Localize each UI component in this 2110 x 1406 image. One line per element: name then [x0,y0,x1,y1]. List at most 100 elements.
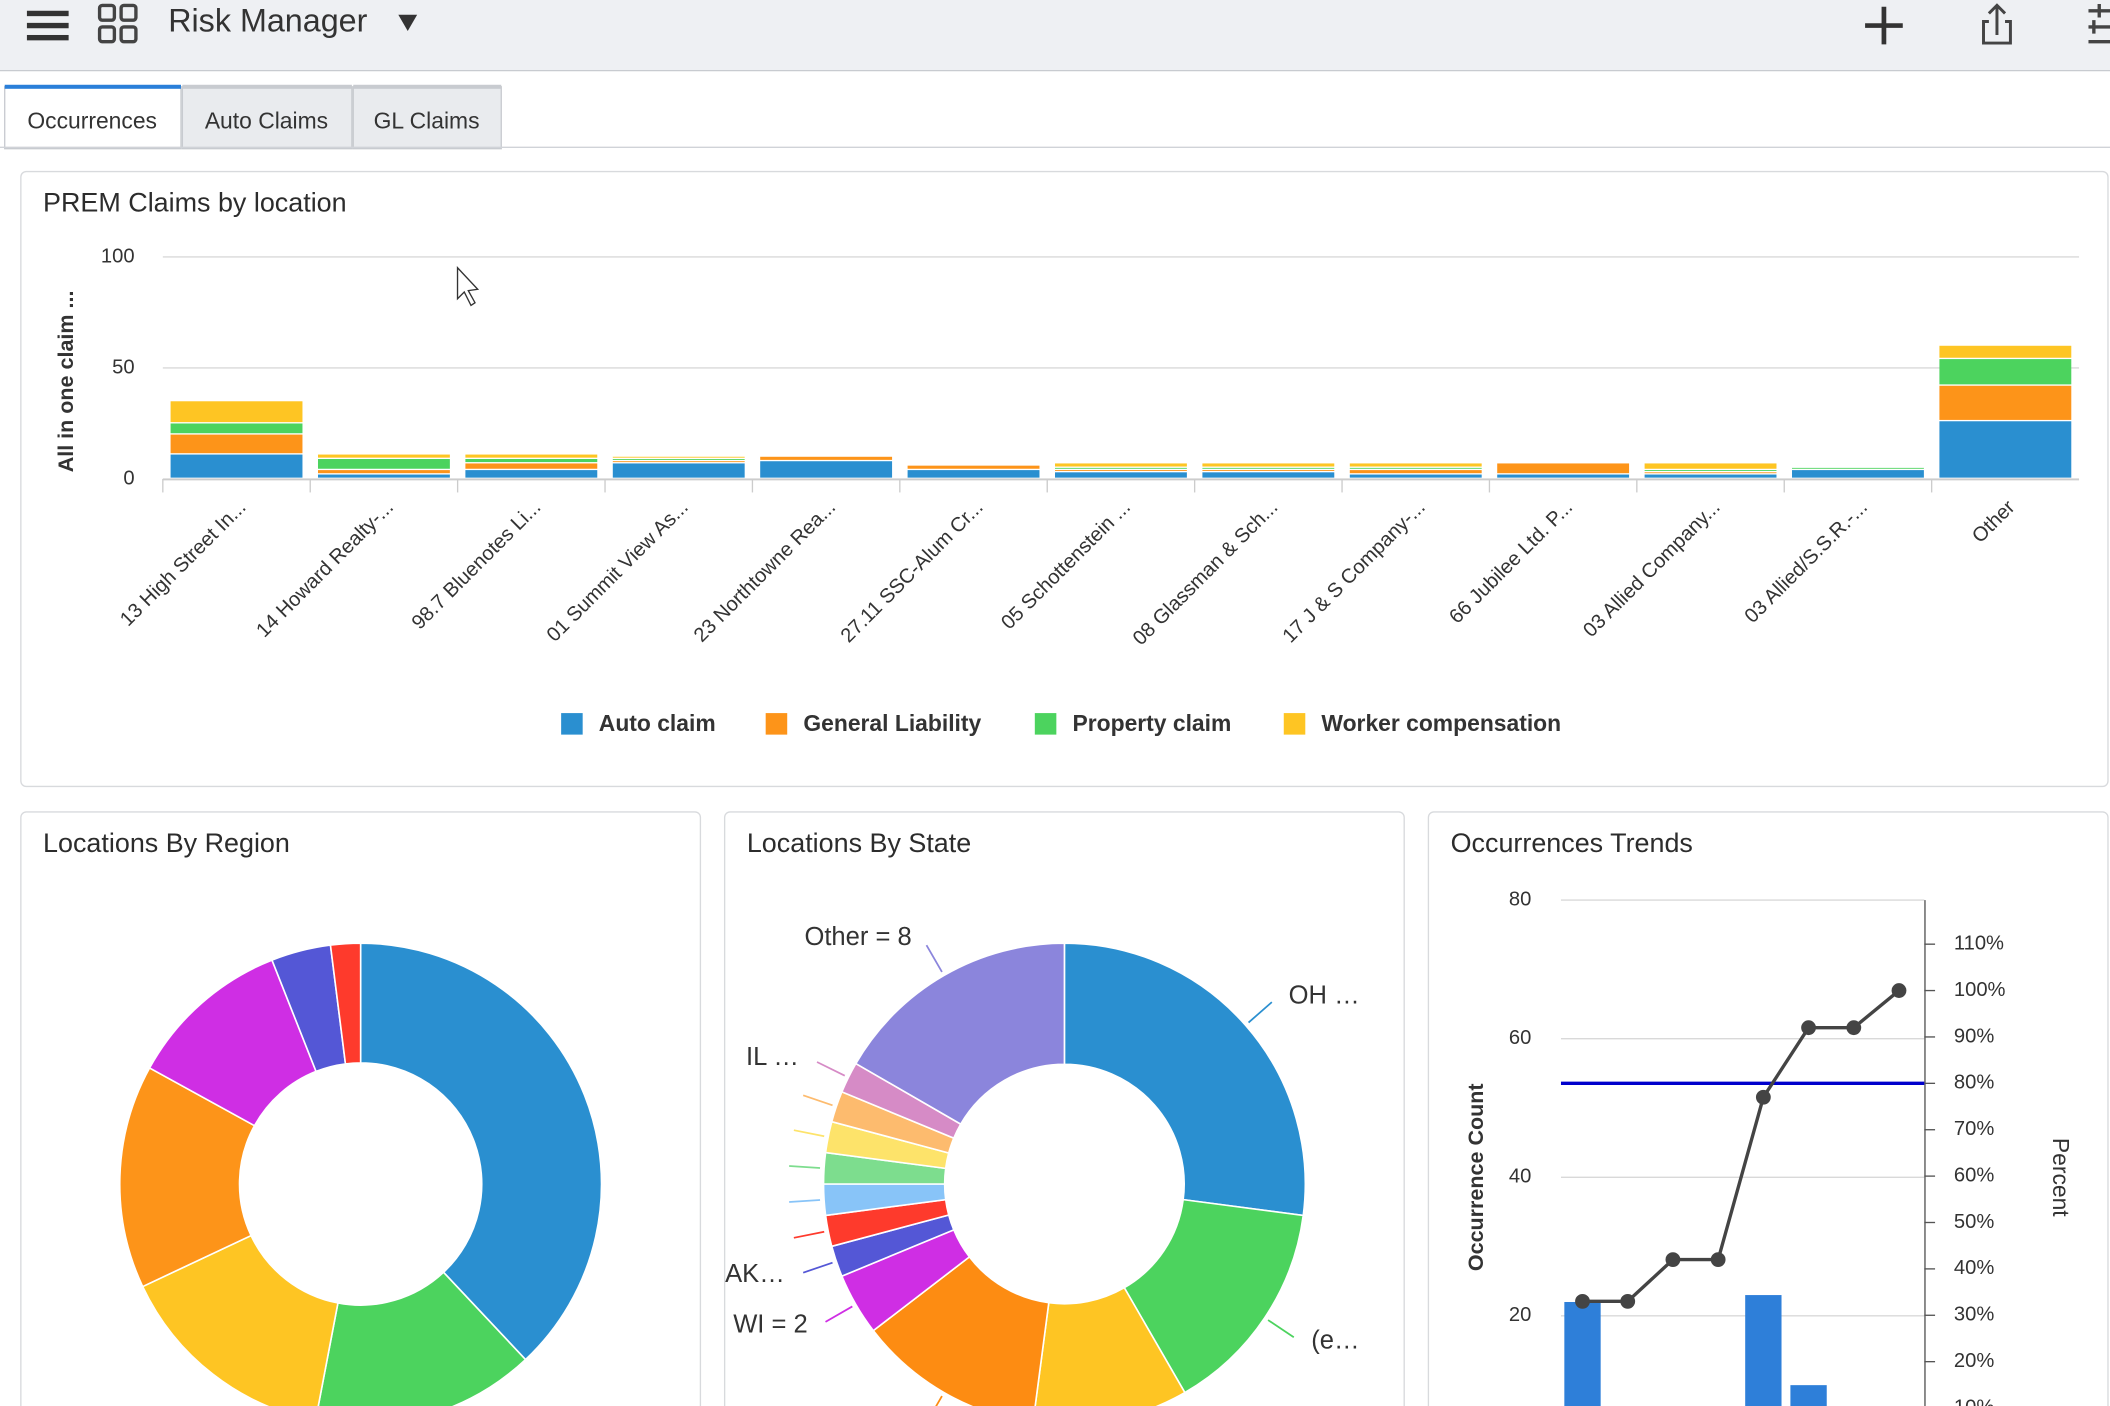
bar-segment [1644,470,1777,471]
bar-segment [317,474,450,478]
y2-axis-label: Percent [2048,1138,2074,1217]
bar-segment [1939,385,2072,420]
line-point [1891,983,1907,998]
legend-label: Property claim [1072,710,1231,736]
legend-swatch [1283,713,1306,735]
bar-segment [760,456,893,460]
app-title: Risk Manager [168,2,367,38]
bar-segment [1202,467,1335,469]
bar-segment [465,459,598,463]
donut-slice [359,942,603,1361]
bar-segment [1349,467,1482,469]
panel-title: Locations By State [747,828,971,858]
donut-slice [329,942,362,1065]
label-leader [816,1061,846,1077]
bar-segment [1497,474,1630,478]
y2-tick-label: 110% [1954,933,2004,955]
slice-label: AK… [725,1260,785,1288]
bar-segment [170,454,303,478]
add-button[interactable] [1865,6,1903,45]
label-leader [793,1129,825,1138]
bar-segment [170,423,303,434]
slice-label: Other = 8 [804,923,911,951]
tab-label[interactable]: Auto Claims [205,107,328,133]
tab-indicator [4,84,181,89]
bar-segment [1202,472,1335,478]
slice-label: IL … [746,1043,799,1071]
bar-segment [317,470,450,474]
donut-slice [141,1234,339,1406]
app-dropdown[interactable] [398,14,418,31]
label-leader [789,1165,821,1169]
bar-segment [317,454,450,458]
settings-button[interactable] [2088,4,2110,44]
tab[interactable] [352,86,502,150]
line-point [1665,1252,1681,1268]
bar-segment [1939,345,2072,358]
share-button[interactable] [1982,3,2012,45]
bar-segment [1202,463,1335,467]
donut-slice [854,942,1066,1126]
bar [1790,1385,1827,1406]
label-leader [935,1395,943,1406]
bar-segment [760,461,893,478]
line-point [1755,1089,1771,1105]
tab-label[interactable]: Occurrences [27,107,157,133]
bar-segment [465,470,598,478]
bar-segment [465,454,598,458]
label-leader [793,1230,825,1239]
line-point [1801,1020,1816,1036]
bar-segment [1349,463,1482,467]
bar-segment [907,465,1040,469]
bar-segment [1644,463,1777,469]
y2-tick-label: 90% [1954,1025,1994,1047]
y2-tick-label: 10% [1954,1396,1994,1406]
label-leader [802,1261,833,1274]
y-axis-label: Occurrence Count [1464,1083,1488,1271]
legend-label: Worker compensation [1321,710,1561,736]
bar-segment [1349,470,1482,474]
bar-segment [1055,467,1187,469]
bar-segment [1939,421,2072,478]
apps-button[interactable] [97,3,138,44]
label-leader [925,944,943,973]
y-tick-label: 80 [1509,888,1531,910]
legend-swatch [1034,713,1057,735]
y-tick-label: 40 [1509,1166,1531,1188]
bar-segment [1055,470,1187,471]
y2-tick-label: 30% [1954,1304,1994,1326]
label-leader [1267,1319,1295,1338]
y-tick-label: 0 [123,467,134,489]
y2-tick-label: 20% [1954,1350,1994,1372]
bar-segment [1349,474,1482,478]
tab-indicator [182,84,352,89]
donut-slice [1063,942,1307,1217]
legend-swatch [765,713,788,735]
slice-label: WI = 2 [733,1311,808,1339]
bar-segment [1644,474,1777,478]
app-header [0,0,2110,70]
menu-button[interactable] [26,10,69,41]
bar-segment [465,463,598,469]
mouse-cursor [456,266,480,307]
tab[interactable] [181,86,353,150]
bar-segment [1939,359,2072,385]
tab-indicator [353,84,502,89]
label-leader [825,1305,853,1323]
donut-slice [119,1066,256,1288]
y2-tick-label: 70% [1954,1118,1994,1140]
y2-tick-label: 50% [1954,1211,1994,1233]
tab-label[interactable]: GL Claims [374,107,480,133]
line-point [1710,1252,1726,1268]
bar-segment [612,459,745,460]
y-tick-label: 60 [1509,1027,1531,1049]
y2-tick-label: 40% [1954,1257,1994,1279]
y2-tick-label: 100% [1954,979,2006,1001]
bar-segment [1055,472,1187,478]
label-leader [789,1199,821,1203]
donut-slice [317,1271,527,1406]
bar [1745,1295,1782,1406]
bar-segment [1497,463,1630,474]
tab[interactable] [4,86,182,150]
